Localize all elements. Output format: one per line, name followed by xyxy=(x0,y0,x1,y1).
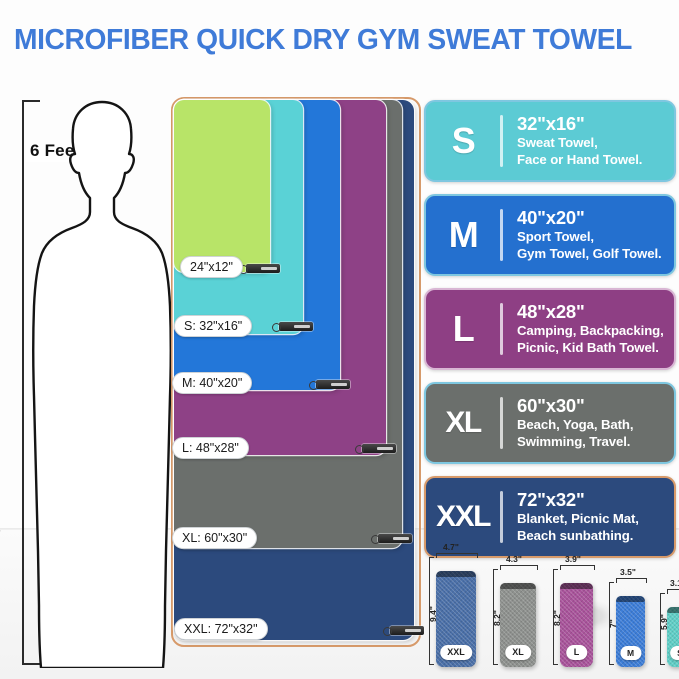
legend-card-xl[interactable]: XL 60"x30" Beach, Yoga, Bath, Swimming, … xyxy=(424,382,676,464)
roll-width-bracket-m xyxy=(616,578,647,583)
stack-size-label-m: M: 40"x20" xyxy=(172,372,253,394)
page-title: MICROFIBER QUICK DRY GYM SWEAT TOWEL xyxy=(14,24,632,56)
legend-card-xxl[interactable]: XXL 72"x32" Blanket, Picnic Mat, Beach s… xyxy=(424,476,676,558)
legend-uses-m-line2: Gym Towel, Golf Towel. xyxy=(517,245,662,261)
roll-height-bracket-s xyxy=(660,593,665,665)
legend-uses-xxl-line1: Blanket, Picnic Mat, xyxy=(517,510,639,526)
legend-divider xyxy=(500,491,503,543)
rolled-towel-xxl[interactable]: XXL xyxy=(436,571,476,667)
legend-dimensions-l: 48"x28" xyxy=(517,301,585,323)
legend-divider xyxy=(500,209,503,261)
roll-width-label-m: 3.5" xyxy=(620,567,636,577)
ruler-cap-top xyxy=(22,100,40,102)
brand-clip-tag-xl xyxy=(371,534,412,544)
towel-layer-xs[interactable] xyxy=(174,100,270,272)
roll-height-label-l: 8.2" xyxy=(552,610,562,626)
legend-divider xyxy=(500,303,503,355)
roll-width-label-xl: 4.3" xyxy=(506,554,522,564)
person-silhouette-icon xyxy=(32,100,172,668)
size-legend-list: S 32"x16" Sweat Towel, Face or Hand Towe… xyxy=(424,100,676,570)
roll-width-label-s: 3.1" xyxy=(670,578,679,588)
legend-card-m[interactable]: M 40"x20" Sport Towel, Gym Towel, Golf T… xyxy=(424,194,676,276)
roll-height-bracket-xl xyxy=(493,569,498,665)
roll-height-label-xxl: 9.4" xyxy=(428,606,438,622)
stack-size-label-xl: XL: 60"x30" xyxy=(172,527,258,549)
stack-size-label-xs: 24"x12" xyxy=(180,256,243,278)
legend-uses-m-line1: Sport Towel, xyxy=(517,228,594,244)
roll-width-bracket-xxl xyxy=(436,553,478,558)
legend-uses-xl-line2: Swimming, Travel. xyxy=(517,433,631,449)
stack-accent-ring xyxy=(171,97,421,647)
ruler-cap-bottom xyxy=(22,663,40,665)
roll-height-label-s: 5.9" xyxy=(659,614,669,630)
roll-width-label-xxl: 4.7" xyxy=(443,542,459,552)
legend-card-s[interactable]: S 32"x16" Sweat Towel, Face or Hand Towe… xyxy=(424,100,676,182)
brand-clip-tag-l xyxy=(355,444,396,454)
brand-clip-tag-xs xyxy=(239,264,280,274)
brand-clip-tag-s xyxy=(272,322,313,332)
roll-badge-xxl: XXL xyxy=(440,645,472,660)
roll-width-bracket-xl xyxy=(500,565,538,570)
legend-dimensions-s: 32"x16" xyxy=(517,113,585,135)
legend-divider xyxy=(500,115,503,167)
roll-height-label-xl: 8.2" xyxy=(492,610,502,626)
roll-height-bracket-m xyxy=(609,582,614,665)
legend-uses-xxl-line2: Beach sunbathing. xyxy=(517,527,634,543)
brand-clip-tag-m xyxy=(309,380,350,390)
legend-divider xyxy=(500,397,503,449)
roll-badge-l: L xyxy=(565,645,588,660)
brand-clip-tag-xxl xyxy=(383,626,424,636)
legend-dimensions-m: 40"x20" xyxy=(517,207,585,229)
height-ruler xyxy=(20,100,40,665)
rolled-towel-m[interactable]: M xyxy=(616,596,645,667)
roll-width-label-l: 3.9" xyxy=(565,554,581,564)
rolled-towels-row: XXL 4.7" 9.4" XL 4.3" 8.2" L 3.9" 8.2" M… xyxy=(424,532,679,679)
legend-dimensions-xl: 60"x30" xyxy=(517,395,585,417)
legend-uses-l-line2: Picnic, Kid Bath Towel. xyxy=(517,339,659,355)
stack-size-label-l: L: 48"x28" xyxy=(172,437,249,459)
roll-badge-xl: XL xyxy=(505,645,531,660)
legend-badge-s: S xyxy=(451,120,476,161)
legend-uses-s-line2: Face or Hand Towel. xyxy=(517,151,643,167)
ruler-line xyxy=(22,100,24,665)
legend-uses-l-line1: Camping, Backpacking, xyxy=(517,322,664,338)
roll-badge-s: S xyxy=(670,645,679,660)
roll-width-bracket-s xyxy=(667,589,679,594)
legend-badge-l: L xyxy=(452,308,475,349)
legend-uses-xl-line1: Beach, Yoga, Bath, xyxy=(517,416,634,432)
legend-badge-xl: XL xyxy=(445,406,482,439)
rolled-towel-xl[interactable]: XL xyxy=(500,583,536,667)
rolled-towel-l[interactable]: L xyxy=(560,583,593,667)
roll-height-bracket-l xyxy=(553,569,558,665)
legend-card-l[interactable]: L 48"x28" Camping, Backpacking, Picnic, … xyxy=(424,288,676,370)
legend-badge-m: M xyxy=(448,214,479,255)
roll-badge-m: M xyxy=(619,645,642,660)
roll-height-label-m: 7" xyxy=(608,619,618,628)
stack-size-label-s: S: 32"x16" xyxy=(174,315,253,337)
roll-height-bracket-xxl xyxy=(429,557,434,665)
towel-size-stack: 24"x12" S: 32"x16" M: 40"x20" L: 48"x28"… xyxy=(171,97,424,647)
legend-dimensions-xxl: 72"x32" xyxy=(517,489,585,511)
legend-badge-xxl: XXL xyxy=(436,500,491,533)
rolled-towel-s[interactable]: S xyxy=(667,607,679,667)
stack-size-label-xxl: XXL: 72"x32" xyxy=(174,618,268,640)
roll-width-bracket-l xyxy=(560,565,595,570)
legend-uses-s-line1: Sweat Towel, xyxy=(517,134,598,150)
